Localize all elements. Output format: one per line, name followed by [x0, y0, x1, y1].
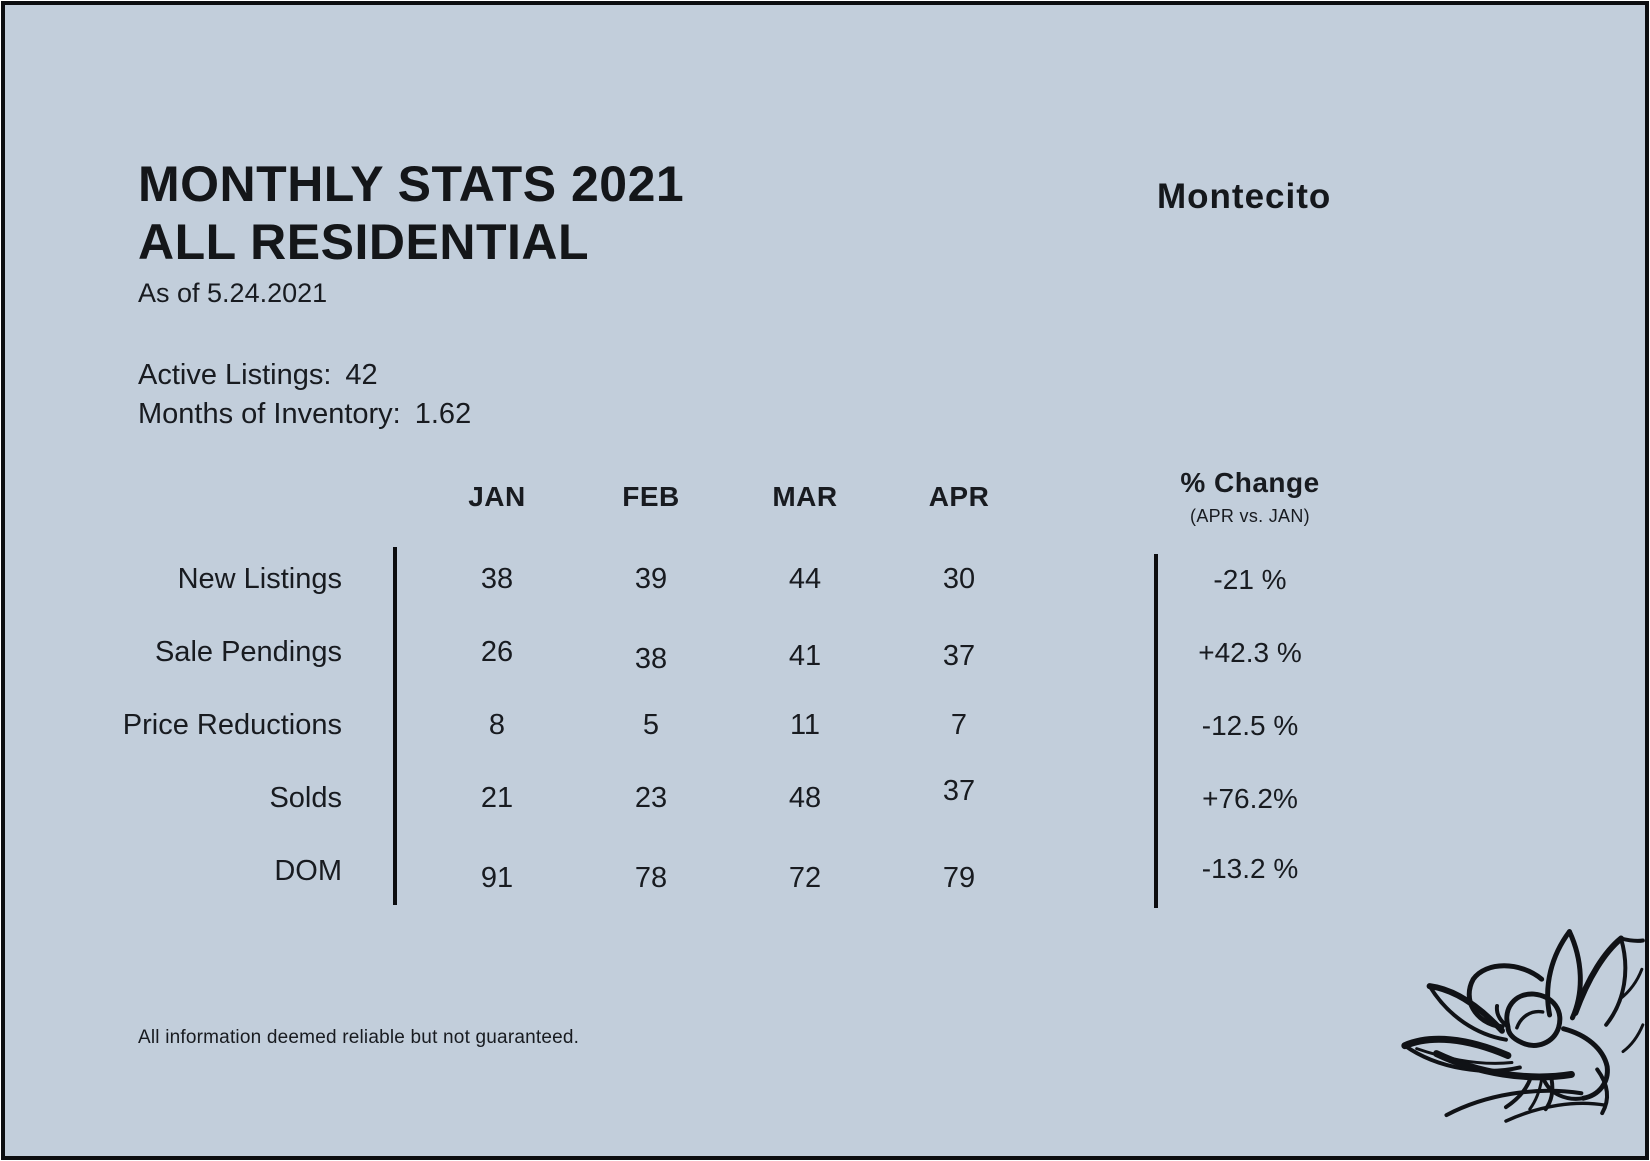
table-row-dom: DOM 91 78 72 79 -13.2 % — [100, 835, 1410, 908]
table-cell-value: 78 — [634, 862, 668, 894]
table-cell-pct-change: -13.2 % — [1201, 852, 1299, 884]
table-cell-value: 30 — [942, 563, 976, 595]
table-cell-value: 39 — [634, 563, 668, 595]
page-title: MONTHLY STATS 2021 ALL RESIDENTIAL — [138, 155, 684, 271]
table-cell-value: 41 — [788, 640, 822, 672]
months-of-inventory-label: Months of Inventory: — [138, 398, 401, 430]
table-cell-value: 37 — [942, 640, 976, 672]
table-cell-value: 23 — [634, 782, 668, 814]
table-cell-pct-change: -12.5 % — [1201, 709, 1299, 741]
page-title-line1: MONTHLY STATS 2021 — [138, 156, 685, 212]
table-row-label: Solds — [269, 782, 342, 814]
table-divider-right — [1154, 554, 1158, 908]
region-name: Montecito — [1157, 177, 1332, 216]
table-cell-value: 7 — [950, 709, 968, 741]
table-cell-value: 21 — [480, 782, 514, 814]
table-divider-left — [393, 547, 397, 905]
months-of-inventory-line: Months of Inventory: 1.62 — [138, 395, 471, 434]
table-cell-value: 11 — [789, 709, 821, 741]
months-of-inventory-value: 1.62 — [414, 398, 472, 430]
column-header-mar: MAR — [772, 481, 838, 512]
column-header-jan: JAN — [468, 481, 526, 512]
table-row-sale-pendings: Sale Pendings 26 38 41 37 +42.3 % — [100, 616, 1410, 689]
column-header-apr: APR — [928, 481, 990, 512]
lotus-flower-icon — [1401, 929, 1645, 1123]
table-cell-value: 91 — [480, 862, 514, 894]
table-cell-value: 37 — [942, 775, 976, 807]
summary-stats: Active Listings: 42 Months of Inventory: 1… — [138, 356, 471, 434]
table-header: JAN FEB MAR APR % Change (APR vs. JAN) — [100, 467, 1410, 527]
table-row-label: New Listings — [177, 563, 342, 595]
table-cell-pct-change: +42.3 % — [1198, 636, 1302, 668]
table-row-solds: Solds 21 23 48 37 +76.2% — [100, 762, 1410, 835]
table-cell-value: 26 — [480, 636, 514, 668]
table-cell-pct-change: -21 % — [1213, 563, 1287, 595]
pct-change-note: (APR vs. JAN) — [1190, 506, 1310, 526]
column-header-pct-change: % Change (APR vs. JAN) — [1090, 467, 1410, 527]
table-row-label: DOM — [274, 855, 342, 887]
table-body: New Listings 38 39 44 30 -21 % Sale Pend… — [100, 543, 1410, 908]
table-row-price-reductions: Price Reductions 8 5 11 7 -12.5 % — [100, 689, 1410, 762]
pct-change-title: % Change — [1180, 467, 1320, 498]
as-of-date: As of 5.24.2021 — [138, 278, 328, 308]
table-cell-value: 72 — [788, 862, 822, 894]
table-row-label: Price Reductions — [122, 709, 342, 741]
disclaimer-text: All information deemed reliable but not … — [138, 1027, 580, 1048]
table-cell-pct-change: +76.2% — [1202, 782, 1298, 814]
active-listings-line: Active Listings: 42 — [138, 356, 471, 395]
table-cell-value: 5 — [642, 709, 660, 741]
active-listings-value: 42 — [345, 359, 378, 391]
table-cell-value: 38 — [634, 643, 668, 675]
column-header-feb: FEB — [622, 481, 680, 512]
table-cell-value: 44 — [788, 563, 822, 595]
active-listings-label: Active Listings: — [138, 359, 332, 391]
page-title-line2: ALL RESIDENTIAL — [138, 214, 590, 270]
table-row-label: Sale Pendings — [154, 636, 342, 668]
table-cell-value: 48 — [788, 782, 822, 814]
table-cell-value: 38 — [480, 563, 514, 595]
table-row-new-listings: New Listings 38 39 44 30 -21 % — [100, 543, 1410, 616]
table-cell-value: 79 — [942, 862, 976, 894]
table-cell-value: 8 — [488, 709, 506, 741]
